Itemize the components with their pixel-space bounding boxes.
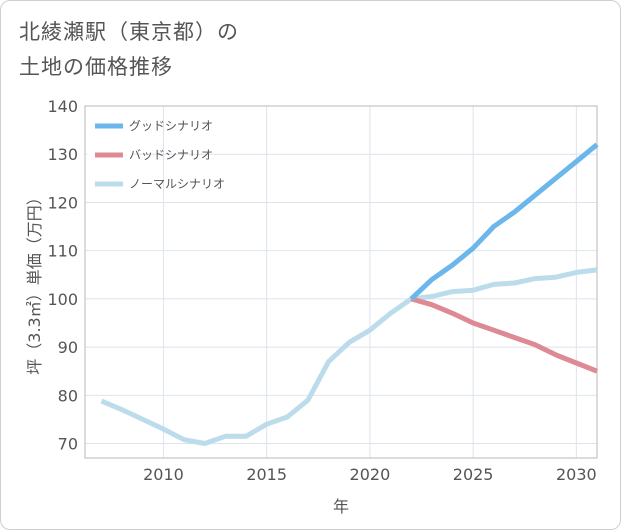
- y-tick-label: 90: [58, 338, 78, 357]
- y-tick-label: 110: [47, 242, 78, 261]
- x-tick-label: 2020: [350, 465, 391, 484]
- legend-label-normal: ノーマルシナリオ: [129, 177, 225, 191]
- plot-area-frame: [84, 105, 598, 459]
- y-axis-label: 坪（3.3㎡）単価（万円）: [25, 189, 44, 374]
- tick-labels: 70 80 90 100 110 120 130 140 2010 2015 2020 2025 203…: [47, 97, 596, 484]
- x-tick-label: 2030: [556, 465, 597, 484]
- chart-title-line1: 北綾瀬駅（東京都）の: [19, 20, 239, 44]
- legend-label-good: グッドシナリオ: [129, 119, 213, 133]
- x-tick-label: 2015: [246, 465, 287, 484]
- chart-title-line2: 土地の価格推移: [19, 55, 173, 79]
- y-tick-label: 80: [58, 386, 78, 405]
- legend-label-bad: バッドシナリオ: [129, 148, 213, 162]
- y-tick-label: 120: [47, 193, 78, 212]
- x-tick-label: 2010: [143, 465, 184, 484]
- series-lines: [100, 142, 599, 446]
- series-line-good: [409, 142, 599, 301]
- chart-title: 北綾瀬駅（東京都）の 土地の価格推移: [19, 15, 239, 85]
- series-line-bad: [410, 296, 598, 374]
- y-tick-label: 140: [47, 97, 78, 116]
- series-line-normal: [100, 267, 598, 446]
- y-tick-label: 130: [47, 145, 78, 164]
- x-tick-label: 2025: [453, 465, 494, 484]
- x-axis-label: 年: [333, 497, 349, 516]
- y-tick-label: 100: [47, 290, 78, 309]
- y-tick-label: 70: [58, 435, 78, 454]
